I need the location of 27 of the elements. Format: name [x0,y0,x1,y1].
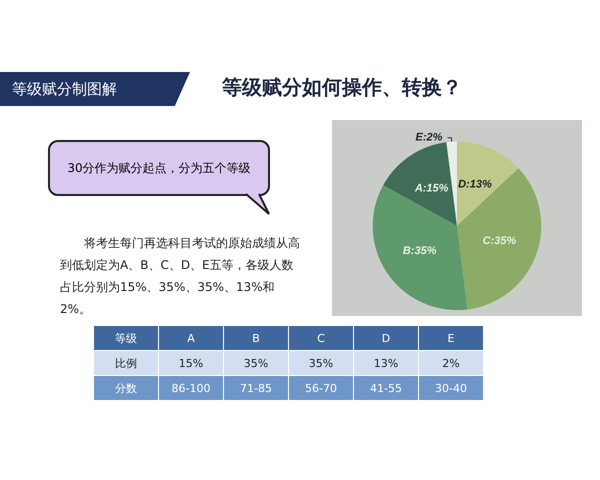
text: E [418,326,484,350]
chart-title: 等级赋分如何操作、转换？ [222,74,462,101]
text: 35% [288,350,354,376]
text: D [354,326,418,350]
text: 等级 [94,326,158,350]
slice-label: A:15% [414,182,449,195]
slice-label: C:35% [482,235,516,248]
text: B [224,326,288,350]
text: 2% [418,350,484,376]
text: A [158,326,224,350]
text: 等级赋分制图解 [0,72,190,106]
text: 15% [158,350,224,376]
slice-label: E:2% [416,132,443,144]
text: 35% [224,350,288,376]
text: 41-55 [354,376,418,400]
text: 56-70 [288,376,354,400]
text: 将考生每门再选科目考试的原始成绩从高到低划定为A、B、C、D、E五等，各级人数占比分别为15%、35%、35%、13%和2%。 [60,235,301,318]
slice-label: D:13% [458,178,492,190]
text: 13% [354,350,418,376]
text: 分数 [94,376,158,400]
text: 比例 [94,350,158,376]
text: C [288,326,354,350]
text: 71-85 [224,376,288,400]
slice-label: B:35% [402,245,437,258]
text: 30分作为赋分起点，分为五个等级 [48,140,270,196]
text: 30-40 [418,376,484,400]
text: 86-100 [158,376,224,400]
